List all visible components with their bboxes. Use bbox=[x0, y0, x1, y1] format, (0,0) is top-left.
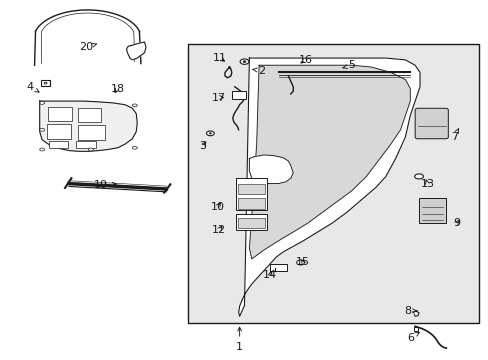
Text: 10: 10 bbox=[210, 202, 224, 212]
Bar bbox=[188, 44, 478, 323]
Text: 17: 17 bbox=[212, 93, 226, 103]
Text: 15: 15 bbox=[295, 257, 309, 267]
Polygon shape bbox=[126, 42, 146, 60]
Text: 6: 6 bbox=[406, 333, 419, 343]
Bar bbox=[41, 80, 50, 86]
Bar bbox=[49, 141, 68, 148]
Bar bbox=[78, 125, 104, 140]
Bar bbox=[235, 214, 267, 230]
Bar bbox=[48, 107, 72, 121]
Ellipse shape bbox=[40, 102, 44, 104]
Bar bbox=[413, 327, 417, 330]
Polygon shape bbox=[238, 58, 419, 316]
Text: 3: 3 bbox=[199, 141, 206, 151]
Polygon shape bbox=[36, 10, 139, 62]
Polygon shape bbox=[249, 155, 293, 184]
Ellipse shape bbox=[44, 82, 47, 84]
Bar bbox=[235, 178, 267, 211]
Text: 12: 12 bbox=[212, 225, 226, 235]
Text: 11: 11 bbox=[213, 53, 226, 63]
Text: 20: 20 bbox=[79, 42, 96, 52]
Text: 9: 9 bbox=[452, 218, 459, 228]
Polygon shape bbox=[249, 65, 409, 259]
Text: 18: 18 bbox=[110, 84, 124, 94]
Ellipse shape bbox=[40, 129, 44, 131]
Text: 4: 4 bbox=[26, 82, 39, 92]
Ellipse shape bbox=[132, 104, 137, 107]
Text: 7: 7 bbox=[449, 129, 458, 142]
Ellipse shape bbox=[209, 133, 211, 134]
Bar bbox=[238, 198, 264, 209]
Bar bbox=[78, 108, 101, 122]
Bar bbox=[231, 91, 246, 99]
Text: 2: 2 bbox=[252, 66, 264, 76]
Bar bbox=[76, 141, 96, 148]
Text: 14: 14 bbox=[263, 270, 277, 280]
Text: 8: 8 bbox=[404, 306, 416, 316]
Ellipse shape bbox=[40, 148, 44, 151]
Bar bbox=[238, 218, 264, 228]
FancyBboxPatch shape bbox=[414, 108, 447, 139]
Ellipse shape bbox=[88, 148, 93, 151]
Text: 13: 13 bbox=[420, 179, 433, 189]
Ellipse shape bbox=[243, 61, 245, 63]
Polygon shape bbox=[40, 101, 137, 151]
Polygon shape bbox=[412, 311, 418, 316]
Ellipse shape bbox=[206, 131, 214, 136]
Bar bbox=[270, 264, 287, 271]
Ellipse shape bbox=[240, 59, 248, 64]
Text: 19: 19 bbox=[93, 180, 116, 190]
Text: 5: 5 bbox=[342, 60, 355, 70]
Ellipse shape bbox=[414, 174, 423, 179]
Bar bbox=[47, 125, 71, 139]
Ellipse shape bbox=[296, 260, 304, 265]
Ellipse shape bbox=[132, 146, 137, 149]
Bar bbox=[238, 184, 264, 194]
Bar bbox=[418, 198, 445, 223]
Text: 16: 16 bbox=[298, 55, 312, 65]
Text: 1: 1 bbox=[236, 327, 243, 352]
